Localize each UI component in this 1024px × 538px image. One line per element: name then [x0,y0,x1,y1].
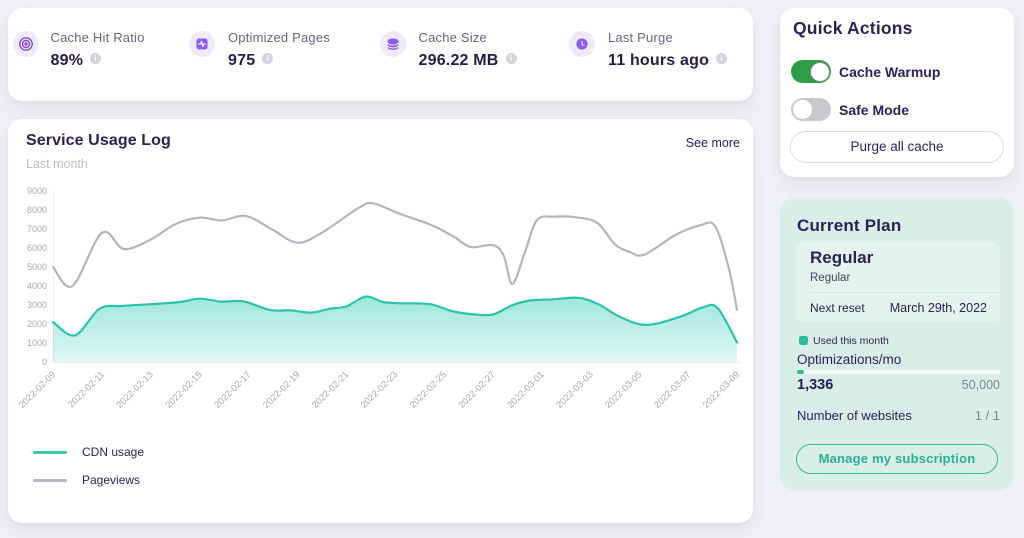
svg-text:2022-02-19: 2022-02-19 [261,369,302,410]
svg-text:6000: 6000 [27,243,47,253]
svg-text:2022-03-01: 2022-03-01 [505,369,546,410]
svg-text:3000: 3000 [27,300,47,310]
svg-text:2022-03-05: 2022-03-05 [603,369,644,410]
svg-text:1000: 1000 [27,338,47,348]
svg-text:7000: 7000 [27,224,47,234]
svg-text:9000: 9000 [27,186,47,196]
svg-text:2022-03-03: 2022-03-03 [554,369,595,410]
svg-text:2022-03-09: 2022-03-09 [701,369,742,410]
svg-text:2022-03-07: 2022-03-07 [652,369,693,410]
svg-text:0: 0 [42,357,47,367]
svg-text:2022-02-17: 2022-02-17 [212,369,253,410]
svg-text:2022-02-09: 2022-02-09 [17,369,58,410]
svg-text:2022-02-13: 2022-02-13 [114,369,155,410]
svg-text:2022-02-21: 2022-02-21 [310,369,351,410]
svg-text:2022-02-15: 2022-02-15 [163,369,204,410]
svg-text:8000: 8000 [27,205,47,215]
svg-text:2022-02-23: 2022-02-23 [359,369,400,410]
svg-text:2022-02-25: 2022-02-25 [408,369,449,410]
svg-text:2000: 2000 [27,319,47,329]
svg-text:2022-02-11: 2022-02-11 [66,369,106,409]
svg-text:4000: 4000 [27,281,47,291]
svg-text:2022-02-27: 2022-02-27 [456,369,497,410]
svg-text:5000: 5000 [27,262,47,272]
